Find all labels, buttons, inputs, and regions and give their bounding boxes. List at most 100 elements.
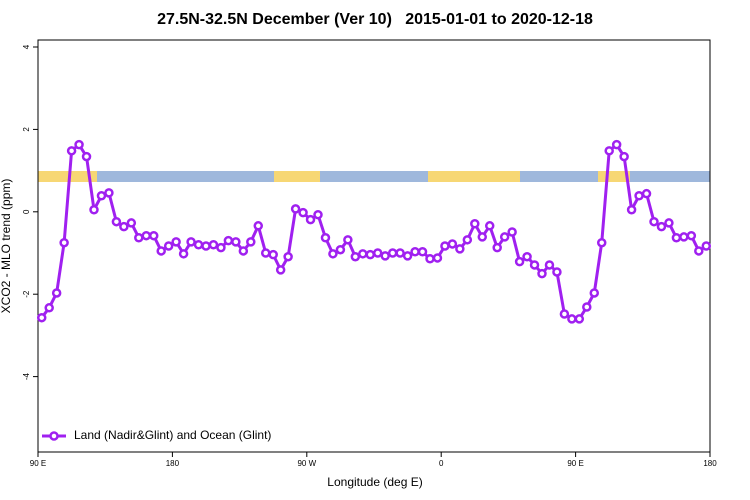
data-point — [402, 251, 413, 261]
data-point — [455, 244, 465, 254]
data-point — [320, 233, 331, 243]
data-point — [701, 241, 712, 251]
x-tick-label: 180 — [703, 459, 717, 468]
data-point — [507, 227, 517, 237]
data-point — [514, 256, 525, 267]
data-point — [611, 139, 622, 150]
data-point — [679, 232, 689, 242]
data-point — [417, 247, 428, 257]
x-tick-label: 90 W — [297, 459, 316, 468]
data-point — [126, 218, 137, 228]
data-point — [552, 267, 562, 277]
data-point — [260, 248, 271, 258]
data-point — [574, 314, 585, 324]
data-point — [335, 244, 346, 255]
data-point — [96, 190, 107, 201]
data-point — [387, 248, 398, 258]
data-point — [141, 230, 152, 241]
data-point — [484, 221, 495, 231]
data-point — [462, 235, 473, 245]
data-point — [81, 151, 92, 162]
data-point — [626, 204, 637, 215]
chart-title: 27.5N-32.5N December (Ver 10) 2015-01-01… — [157, 11, 593, 28]
data-point — [231, 237, 241, 247]
x-tick-label: 90 E — [30, 459, 46, 468]
data-point — [119, 221, 129, 232]
data-point — [89, 204, 99, 215]
data-point — [238, 246, 249, 256]
data-point — [223, 235, 234, 246]
data-point — [290, 204, 301, 214]
plot-frame — [37, 39, 711, 453]
legend-marker — [49, 431, 59, 441]
data-point — [432, 253, 443, 263]
data-point — [111, 216, 122, 227]
data-point — [313, 209, 323, 220]
data-point — [440, 241, 450, 251]
x-axis-label: Longitude (deg E) — [327, 475, 422, 489]
data-point — [216, 242, 226, 253]
series-line — [40, 142, 708, 321]
data-point — [522, 251, 532, 262]
data-point — [567, 314, 577, 324]
data-point — [305, 214, 316, 225]
data-point — [372, 248, 383, 258]
x-tick-label: 90 E — [567, 459, 583, 468]
data-point — [604, 146, 614, 156]
data-point — [171, 237, 181, 247]
data-point — [59, 237, 69, 248]
data-point — [596, 237, 607, 248]
x-tick-label: 0 — [439, 459, 444, 468]
data-point — [328, 249, 338, 259]
data-point — [163, 241, 174, 251]
data-point — [104, 188, 114, 198]
data-point — [298, 207, 308, 218]
data-point — [186, 237, 196, 247]
data-point — [134, 233, 144, 243]
data-point — [148, 230, 159, 241]
data-point — [649, 216, 659, 227]
x-tick-label: 180 — [166, 459, 180, 468]
data-point — [178, 249, 189, 259]
data-point — [156, 246, 166, 256]
data-point — [694, 246, 704, 256]
data-point — [477, 232, 488, 242]
data-point — [671, 233, 682, 243]
y-tick-label: 2 — [22, 127, 31, 132]
data-point — [619, 151, 629, 162]
data-point — [253, 221, 264, 231]
y-tick-label: 0 — [22, 209, 31, 214]
data-point — [36, 312, 47, 323]
data-point — [246, 237, 256, 247]
data-point — [664, 218, 674, 228]
y-tick-label: -4 — [22, 373, 31, 381]
data-point — [544, 260, 555, 270]
data-point — [641, 188, 652, 199]
y-tick-label: 4 — [22, 44, 31, 49]
data-point — [634, 190, 644, 201]
data-point — [582, 302, 592, 312]
y-tick-label: -2 — [22, 290, 31, 298]
data-point — [283, 251, 293, 262]
data-point — [51, 288, 62, 298]
data-point — [492, 242, 502, 253]
data-point — [410, 247, 420, 257]
data-point — [380, 251, 390, 261]
data-point — [343, 235, 353, 245]
data-point — [201, 241, 211, 251]
data-point — [44, 303, 54, 313]
data-point — [425, 254, 435, 264]
data-point — [275, 265, 286, 275]
data-point — [365, 249, 376, 260]
data-point — [686, 230, 697, 241]
data-point — [358, 249, 368, 259]
data-point — [66, 146, 77, 156]
data-point — [559, 309, 570, 319]
data-point — [268, 249, 278, 260]
data-point — [74, 139, 84, 150]
y-axis-label: XCO2 - MLO trend (ppm) — [0, 179, 13, 314]
data-point — [470, 219, 480, 229]
data-point — [529, 260, 540, 270]
data-point — [193, 240, 204, 250]
